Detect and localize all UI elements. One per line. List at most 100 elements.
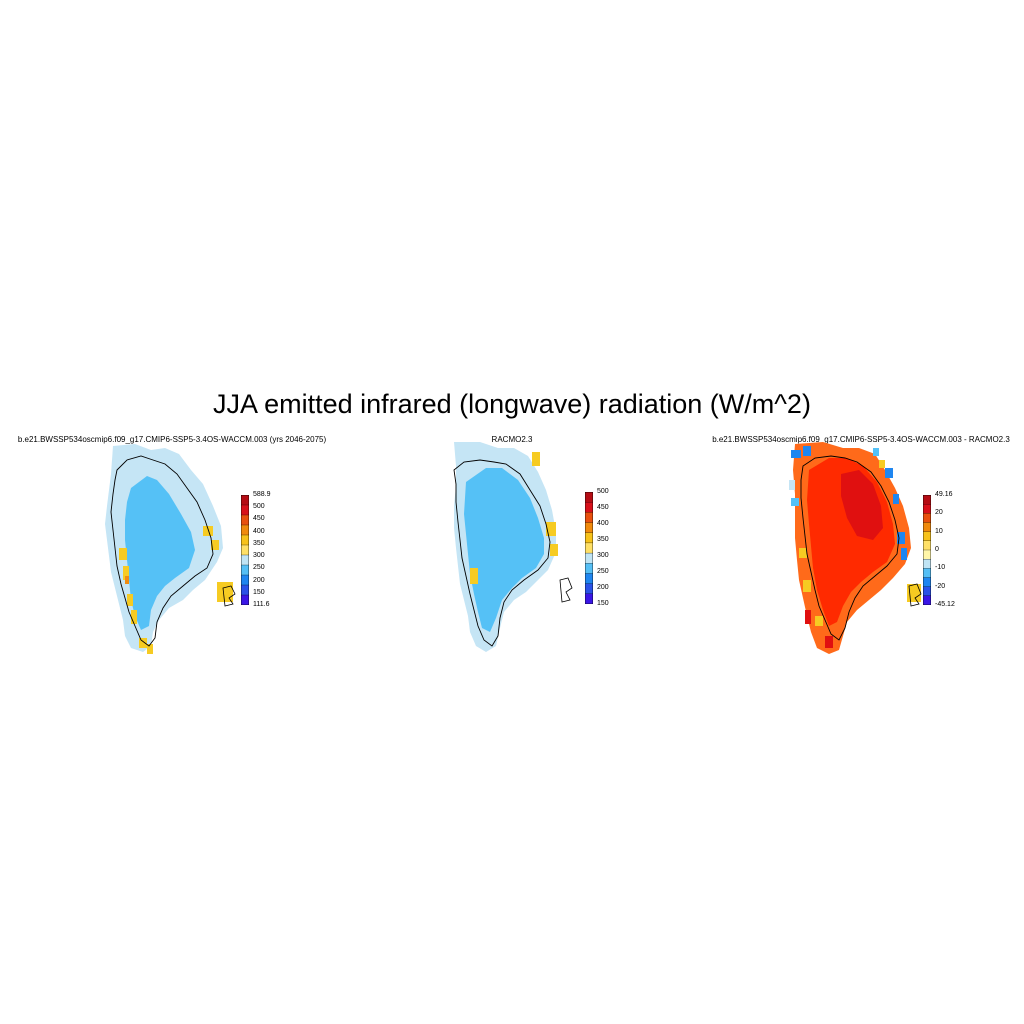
- greenland-map-model: [105, 444, 236, 654]
- colorbar-segment: [585, 563, 593, 575]
- cell: [123, 566, 129, 580]
- inner-ice-fill: [125, 476, 195, 630]
- figure-title: JJA emitted infrared (longwave) radiatio…: [213, 389, 811, 419]
- warm-cells: [119, 526, 233, 654]
- colorbar-segment: [923, 586, 931, 597]
- colorbar-segment: [241, 564, 249, 576]
- colorbar-segment: [585, 542, 593, 554]
- warm-cells: [799, 460, 921, 648]
- colorbar-tick-label: 588.9: [253, 491, 271, 498]
- coastline: [110, 455, 214, 647]
- colorbar-tick-label: 400: [597, 520, 609, 527]
- cell: [799, 548, 807, 558]
- cell: [879, 460, 885, 468]
- panel-title-difference: b.e21.BWSSP534oscmip6.f09_g17.CMIP6-SSP5…: [712, 435, 1010, 444]
- core-zone: [841, 470, 883, 540]
- warm-cells: [470, 452, 558, 584]
- cold-cells: [789, 446, 907, 560]
- colorbar-tick-label: 300: [597, 552, 609, 559]
- colorbar-segment: [241, 594, 249, 605]
- colorbar-segment: [585, 502, 593, 514]
- cell: [532, 452, 540, 466]
- colorbar-tick-label: 10: [935, 527, 943, 535]
- cell: [803, 580, 811, 592]
- colorbar-tick-label: 200: [597, 584, 609, 591]
- cell: [125, 576, 129, 584]
- colorbar-tick-label: 20: [935, 509, 943, 517]
- colorbar-segment: [585, 522, 593, 534]
- colorbar-tick-label: 250: [597, 568, 609, 575]
- colorbar-tick-label: 0: [935, 546, 939, 553]
- greenland-map-racmo: [453, 442, 573, 652]
- colorbar-segment: [923, 522, 931, 533]
- colorbar-segment: [585, 532, 593, 544]
- cell: [550, 544, 558, 556]
- colorbar-tick-label: 111.6: [253, 601, 270, 608]
- greenland-map-difference: [789, 442, 922, 654]
- colorbar-tick-label: 49.16: [935, 491, 953, 498]
- colorbar-tick-label: 300: [253, 552, 265, 560]
- colorbar-segment: [241, 504, 249, 516]
- colorbar-segment: [585, 552, 593, 564]
- cell: [546, 522, 556, 536]
- colorbar-segment: [923, 513, 931, 524]
- panel-title-racmo: RACMO2.3: [491, 435, 533, 444]
- colorbar-segment: [585, 593, 593, 604]
- colorbar-segment: [241, 534, 249, 546]
- colorbar-segment: [241, 524, 249, 536]
- colorbar-tick-label: 400: [253, 527, 265, 535]
- cell: [119, 548, 127, 560]
- colorbar-segment: [585, 573, 593, 585]
- colorbar-segment: [923, 540, 931, 551]
- cell: [803, 446, 811, 456]
- cell: [211, 540, 219, 550]
- colorbar-segment: [585, 512, 593, 524]
- cell: [127, 594, 133, 606]
- colorbar-segment: [923, 549, 931, 560]
- cell: [203, 526, 213, 536]
- cell: [873, 448, 879, 456]
- coastline: [453, 459, 551, 647]
- island-outline: [908, 583, 922, 607]
- colorbar-segment: [923, 577, 931, 588]
- colorbar-tick-label: 450: [597, 504, 609, 511]
- colorbar-segment: [241, 514, 249, 526]
- panel-title-model: b.e21.BWSSP534oscmip6.f09_g17.CMIP6-SSP5…: [17, 435, 327, 444]
- colorbar-segment: [585, 492, 593, 503]
- island-outline: [559, 577, 573, 603]
- cell: [897, 532, 905, 544]
- colorbar-segment: [923, 595, 931, 605]
- colorbar-tick-label: -20: [935, 582, 946, 590]
- colorbar-tick-label: -45.12: [935, 601, 955, 608]
- cell: [470, 568, 478, 584]
- colorbar-segment: [241, 495, 249, 506]
- colorbar-segment: [585, 583, 593, 595]
- colorbar-segment: [241, 554, 249, 566]
- colorbar-racmo: [585, 492, 593, 604]
- colorbar-tick-label: 500: [253, 503, 265, 511]
- cell: [139, 638, 147, 648]
- island-outline: [222, 585, 236, 607]
- colorbar-tick-label: 150: [597, 600, 609, 607]
- cell: [805, 610, 811, 624]
- colorbar-segment: [923, 531, 931, 542]
- cell: [789, 480, 795, 490]
- colorbar-segment: [923, 568, 931, 579]
- colorbar-tick-label: 500: [597, 488, 609, 495]
- colorbar-tick-label: 150: [253, 588, 265, 596]
- interior-zone: [464, 468, 544, 632]
- cell: [791, 450, 801, 458]
- coastline: [800, 455, 900, 641]
- colorbar-segment: [241, 574, 249, 586]
- cell: [901, 548, 907, 560]
- cell: [893, 494, 899, 504]
- colorbar-segment: [923, 504, 931, 514]
- colorbar-segment: [241, 544, 249, 556]
- colorbar-tick-label: 450: [253, 515, 265, 523]
- colorbar-difference: [923, 495, 931, 605]
- colorbar-segment: [923, 495, 931, 505]
- interior-zone: [125, 476, 195, 630]
- colorbar-segment: [241, 584, 249, 596]
- colorbar-tick-label: 350: [253, 539, 265, 547]
- colorbar-tick-label: 200: [253, 576, 265, 584]
